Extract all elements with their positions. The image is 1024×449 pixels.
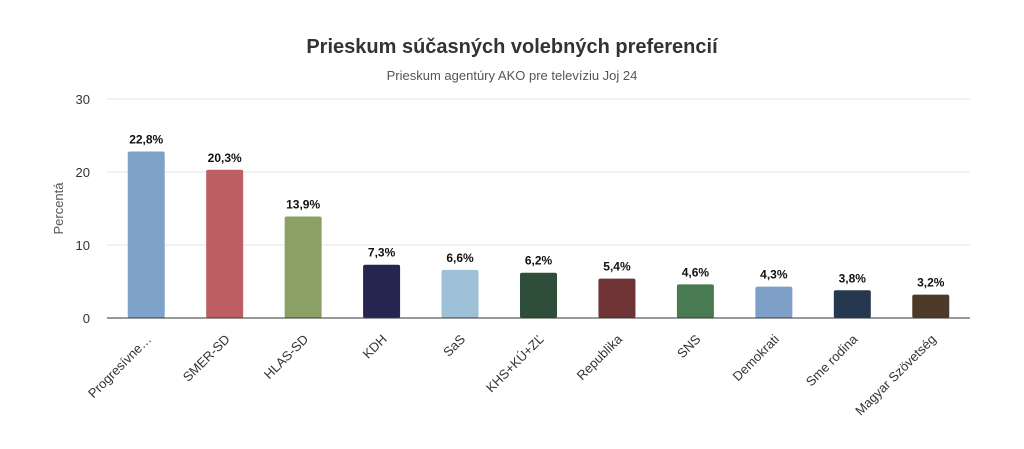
bar [127, 151, 165, 318]
x-tick-label: Republika [574, 331, 626, 383]
bar [441, 269, 479, 318]
y-tick-label: 0 [83, 311, 90, 326]
bar [676, 284, 714, 318]
data-label: 20,3% [208, 151, 242, 165]
chart-subtitle: Prieskum agentúry AKO pre televíziu Joj … [386, 68, 638, 83]
x-tick-label: SNS [674, 331, 704, 361]
y-tick-label: 20 [76, 165, 90, 180]
data-label: 6,6% [446, 251, 474, 265]
x-tick-label: HLAS-SD [261, 332, 311, 382]
data-label: 5,4% [603, 260, 631, 274]
data-label: 3,8% [839, 271, 867, 285]
data-label: 13,9% [286, 198, 320, 212]
x-tick-label: Magyar Szövetség [852, 332, 939, 419]
y-tick-label: 10 [76, 238, 90, 253]
chart-title: Prieskum súčasných volebných preferencií [306, 36, 718, 58]
bar [284, 216, 322, 318]
data-label: 7,3% [368, 246, 396, 260]
bar [363, 264, 401, 318]
data-label: 4,6% [682, 265, 710, 279]
x-tick-label: Sme rodina [803, 331, 861, 389]
data-label: 4,3% [760, 268, 788, 282]
bar [598, 278, 636, 318]
x-tick-label: Demokrati [729, 331, 782, 384]
bar [833, 290, 871, 318]
bar [755, 286, 793, 318]
data-label: 22,8% [129, 133, 163, 147]
x-tick-label: Progresívne… [85, 332, 154, 401]
data-label: 6,2% [525, 254, 553, 268]
bar [912, 294, 950, 318]
x-tick-label: SaS [440, 331, 468, 359]
bar [520, 272, 557, 318]
x-tick-label: KDH [360, 332, 390, 362]
x-tick-label: SMER-SD [180, 332, 233, 385]
y-axis-title: Percentá [51, 182, 66, 235]
x-tick-label: KHS+KÚ+ZĽ [483, 332, 547, 396]
bar [206, 169, 244, 318]
y-tick-label: 30 [76, 92, 90, 107]
data-label: 3,2% [917, 276, 945, 290]
